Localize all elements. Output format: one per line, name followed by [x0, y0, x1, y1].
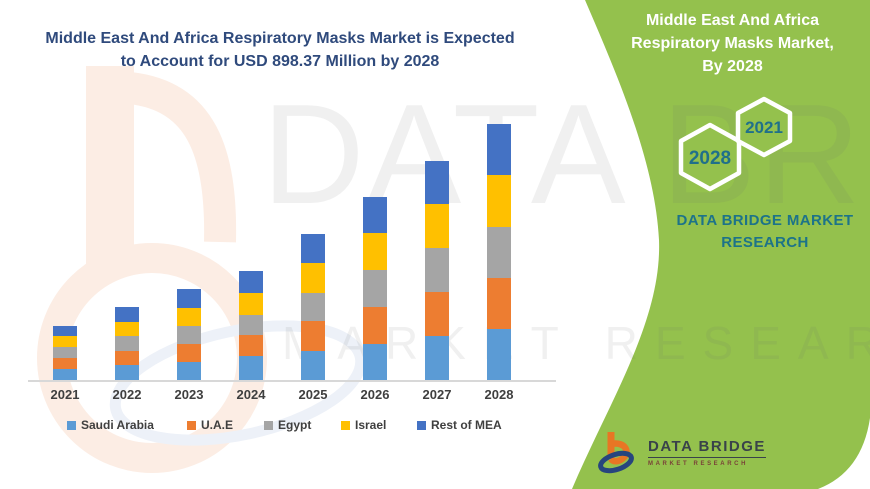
main-title: Middle East And Africa Respiratory Masks…: [30, 27, 530, 73]
bar-segment-israel: [239, 293, 263, 315]
bar-segment-israel: [177, 308, 201, 326]
legend-swatch-icon: [67, 420, 76, 430]
legend-label: U.A.E: [201, 418, 234, 432]
stacked-bar-2024: [239, 271, 263, 380]
bar-segment-saudi-arabia: [239, 356, 263, 380]
brand-text-line2: RESEARCH: [721, 234, 809, 251]
watermark-text-databridge: DATA BRIDGE: [262, 75, 870, 234]
bar-segment-saudi-arabia: [177, 362, 201, 380]
x-axis-label-2028: 2028: [484, 387, 514, 402]
bar-segment-rest-of-mea: [363, 197, 387, 233]
bar-segment-u-a-e: [487, 278, 511, 329]
stacked-bar-2021: [53, 326, 77, 380]
hexagon-2021-label: 2021: [745, 118, 783, 137]
bar-segment-egypt: [53, 347, 77, 358]
bar-segment-rest-of-mea: [425, 161, 449, 204]
logo-swoosh: [598, 450, 634, 474]
brand-text: DATA BRIDGE MARKET RESEARCH: [640, 210, 870, 254]
stacked-bar-2025: [301, 234, 325, 380]
bar-segment-saudi-arabia: [115, 365, 139, 380]
bar-segment-u-a-e: [301, 321, 325, 351]
legend-item-israel: Israel: [341, 418, 386, 432]
bar-segment-rest-of-mea: [115, 307, 139, 322]
stacked-bar-2022: [115, 307, 139, 380]
legend-item-saudi-arabia: Saudi Arabia: [67, 418, 154, 432]
watermark-logo-ellipse: [109, 320, 367, 446]
bar-segment-egypt: [363, 270, 387, 307]
x-axis-label-2025: 2025: [298, 387, 328, 402]
logo-b-bowl: [608, 440, 630, 465]
side-panel-title-line1: Middle East And Africa: [645, 12, 820, 29]
bar-segment-saudi-arabia: [301, 351, 325, 380]
bar-segment-egypt: [177, 326, 201, 344]
legend-item-rest-of-mea: Rest of MEA: [417, 418, 502, 432]
hexagon-2028-label: 2028: [689, 148, 731, 169]
bar-segment-rest-of-mea: [177, 289, 201, 308]
bar-segment-israel: [115, 322, 139, 336]
bar-segment-egypt: [115, 336, 139, 351]
legend-label: Egypt: [278, 418, 312, 432]
side-panel-title: Middle East And Africa Respiratory Masks…: [595, 9, 870, 78]
bar-segment-u-a-e: [239, 335, 263, 356]
footer-logo: DATA BRIDGE MARKET RESEARCH: [598, 429, 766, 475]
legend-label: Rest of MEA: [431, 418, 502, 432]
bar-segment-rest-of-mea: [301, 234, 325, 263]
bar-segment-saudi-arabia: [363, 344, 387, 380]
legend-swatch-icon: [264, 420, 273, 430]
stacked-bar-2027: [425, 161, 449, 380]
stacked-bar-2023: [177, 289, 201, 380]
bar-segment-rest-of-mea: [53, 326, 77, 336]
x-axis-label-2023: 2023: [174, 387, 204, 402]
legend-item-u-a-e: U.A.E: [187, 418, 233, 432]
bar-segment-egypt: [487, 227, 511, 278]
x-axis-label-2022: 2022: [112, 387, 142, 402]
main-title-line1: Middle East And Africa Respiratory Masks…: [45, 30, 515, 47]
stacked-bar-2026: [363, 197, 387, 380]
stacked-bar-2028: [487, 124, 511, 380]
hexagon-2021-icon: [735, 96, 793, 158]
legend-label: Israel: [355, 418, 387, 432]
hexagon-2028-icon: [678, 122, 742, 192]
bar-segment-rest-of-mea: [239, 271, 263, 293]
legend-label: Saudi Arabia: [81, 418, 154, 432]
watermark-logo-stem: [86, 66, 134, 271]
bar-segment-u-a-e: [115, 351, 139, 365]
side-panel-title-line3: By 2028: [702, 58, 763, 75]
legend-swatch-icon: [417, 420, 426, 430]
bar-segment-saudi-arabia: [425, 336, 449, 380]
x-axis-label-2027: 2027: [422, 387, 452, 402]
bar-segment-egypt: [301, 293, 325, 321]
bar-segment-israel: [487, 175, 511, 227]
bar-segment-u-a-e: [53, 358, 77, 369]
bar-segment-egypt: [239, 315, 263, 335]
legend-swatch-icon: [187, 420, 196, 430]
side-panel-title-line2: Respiratory Masks Market,: [631, 35, 834, 52]
bar-segment-rest-of-mea: [487, 124, 511, 175]
bar-segment-israel: [301, 263, 325, 293]
bar-segment-israel: [53, 336, 77, 347]
bar-segment-u-a-e: [425, 292, 449, 336]
bar-segment-egypt: [425, 248, 449, 292]
brand-text-line1: DATA BRIDGE MARKET: [676, 212, 854, 229]
bar-segment-israel: [425, 204, 449, 248]
main-title-line2: to Account for USD 898.37 Million by 202…: [120, 53, 440, 70]
legend-item-egypt: Egypt: [264, 418, 311, 432]
logo-subtitle: MARKET RESEARCH: [648, 460, 749, 467]
x-axis-label-2024: 2024: [236, 387, 266, 402]
bar-segment-saudi-arabia: [53, 369, 77, 380]
bar-segment-u-a-e: [177, 344, 201, 362]
logo-name: DATA BRIDGE: [648, 438, 766, 458]
legend-swatch-icon: [341, 420, 350, 430]
bar-segment-israel: [363, 233, 387, 270]
watermark-logo-arc: [127, 72, 237, 243]
data-bridge-logo-icon: [598, 432, 634, 474]
bar-segment-saudi-arabia: [487, 329, 511, 380]
x-axis-line: [28, 380, 556, 382]
x-axis-label-2026: 2026: [360, 387, 390, 402]
bar-segment-u-a-e: [363, 307, 387, 344]
logo-wordmark: DATA BRIDGE MARKET RESEARCH: [648, 438, 766, 467]
x-axis-label-2021: 2021: [50, 387, 80, 402]
